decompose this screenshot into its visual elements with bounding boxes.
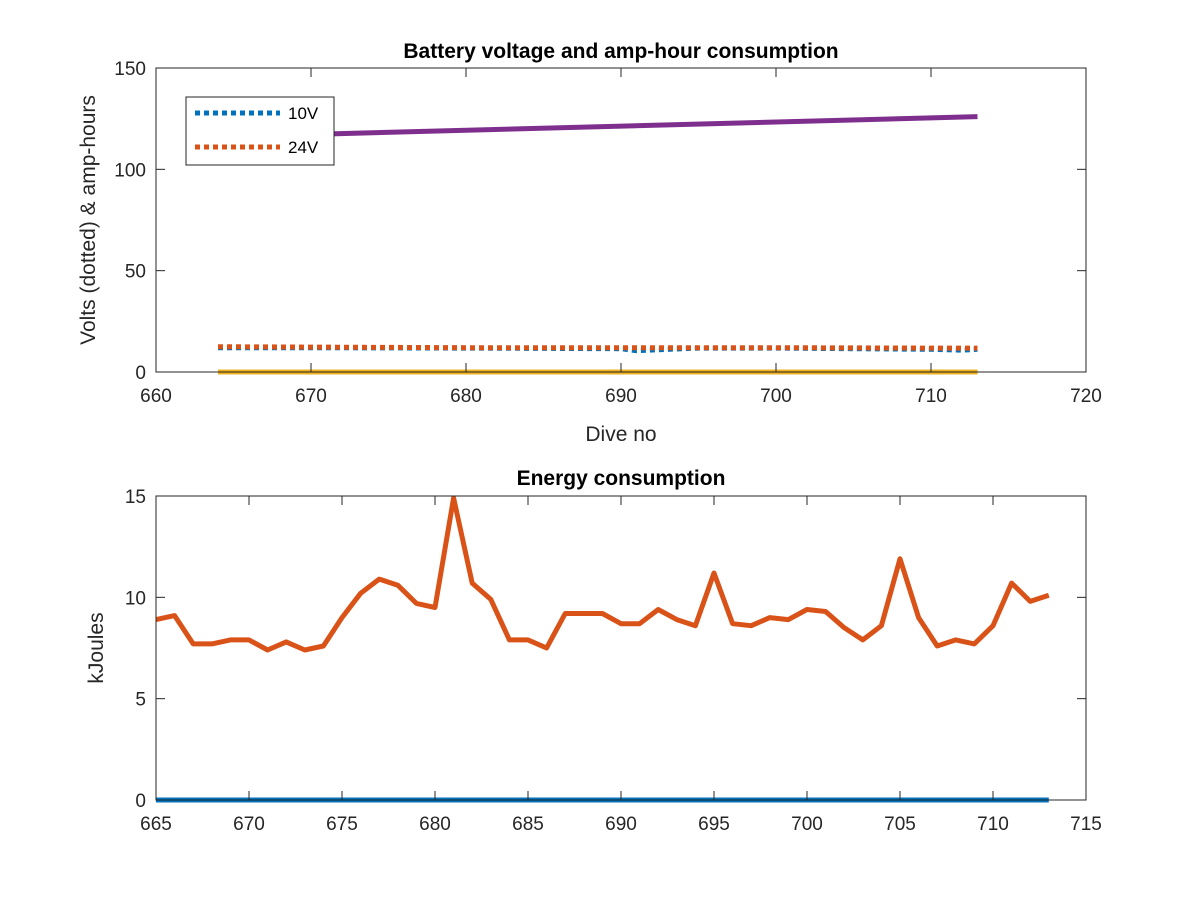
energy-xtick-label: 680 — [419, 814, 451, 835]
energy-ytick-label: 10 — [125, 588, 146, 609]
legend-label-24v: 24V — [288, 138, 319, 157]
energy-xtick-label: 675 — [326, 814, 358, 835]
energy-xtick-label: 685 — [512, 814, 544, 835]
voltage-xtick-label: 680 — [450, 386, 482, 407]
voltage-y-axis-label: Volts (dotted) & amp-hours — [77, 95, 100, 345]
energy-xtick-label: 690 — [605, 814, 637, 835]
voltage-chart-title: Battery voltage and amp-hour consumption — [403, 40, 838, 63]
voltage-xtick-label: 700 — [760, 386, 792, 407]
energy-axis-ticks: 665 670 675 680 685 690 695 700 705 710 715 0 5 10 15 — [125, 487, 1102, 835]
energy-ytick-label: 0 — [135, 791, 146, 812]
energy-chart-title: Energy consumption — [517, 467, 726, 490]
voltage-legend: 10V 24V — [185, 96, 335, 166]
voltage-line-24v — [217, 344, 978, 351]
voltage-xtick-label: 720 — [1070, 386, 1102, 407]
voltage-xtick-label: 660 — [140, 386, 172, 407]
energy-axes-box — [155, 495, 1087, 801]
energy-line-series-1 — [155, 495, 1050, 653]
voltage-ytick-label: 100 — [114, 160, 146, 181]
energy-xtick-label: 670 — [233, 814, 265, 835]
legend-box — [185, 96, 335, 166]
voltage-xtick-label: 710 — [915, 386, 947, 407]
legend-label-10v: 10V — [288, 104, 319, 123]
energy-y-axis-label: kJoules — [85, 612, 108, 683]
energy-xtick-label: 695 — [698, 814, 730, 835]
voltage-axis-ticks: 660 670 680 690 700 710 720 0 50 100 150 — [114, 59, 1102, 407]
energy-xtick-label: 700 — [791, 814, 823, 835]
voltage-line-series-3 — [217, 114, 978, 140]
energy-xtick-label: 665 — [140, 814, 172, 835]
energy-xtick-label: 710 — [977, 814, 1009, 835]
energy-ytick-label: 5 — [135, 690, 146, 711]
voltage-xtick-label: 690 — [605, 386, 637, 407]
energy-ytick-label: 15 — [125, 487, 146, 508]
energy-chart: Energy consumption 665 670 675 680 685 690 695… — [85, 467, 1102, 835]
voltage-x-axis-label: Dive no — [585, 423, 656, 446]
voltage-ytick-label: 150 — [114, 59, 146, 80]
voltage-ytick-label: 50 — [125, 262, 146, 283]
voltage-xtick-label: 670 — [295, 386, 327, 407]
energy-xtick-label: 715 — [1070, 814, 1102, 835]
voltage-chart: Battery voltage and amp-hour consumption… — [77, 40, 1102, 446]
energy-xtick-label: 705 — [884, 814, 916, 835]
voltage-axes-box — [155, 67, 1087, 373]
voltage-ytick-label: 0 — [135, 363, 146, 384]
